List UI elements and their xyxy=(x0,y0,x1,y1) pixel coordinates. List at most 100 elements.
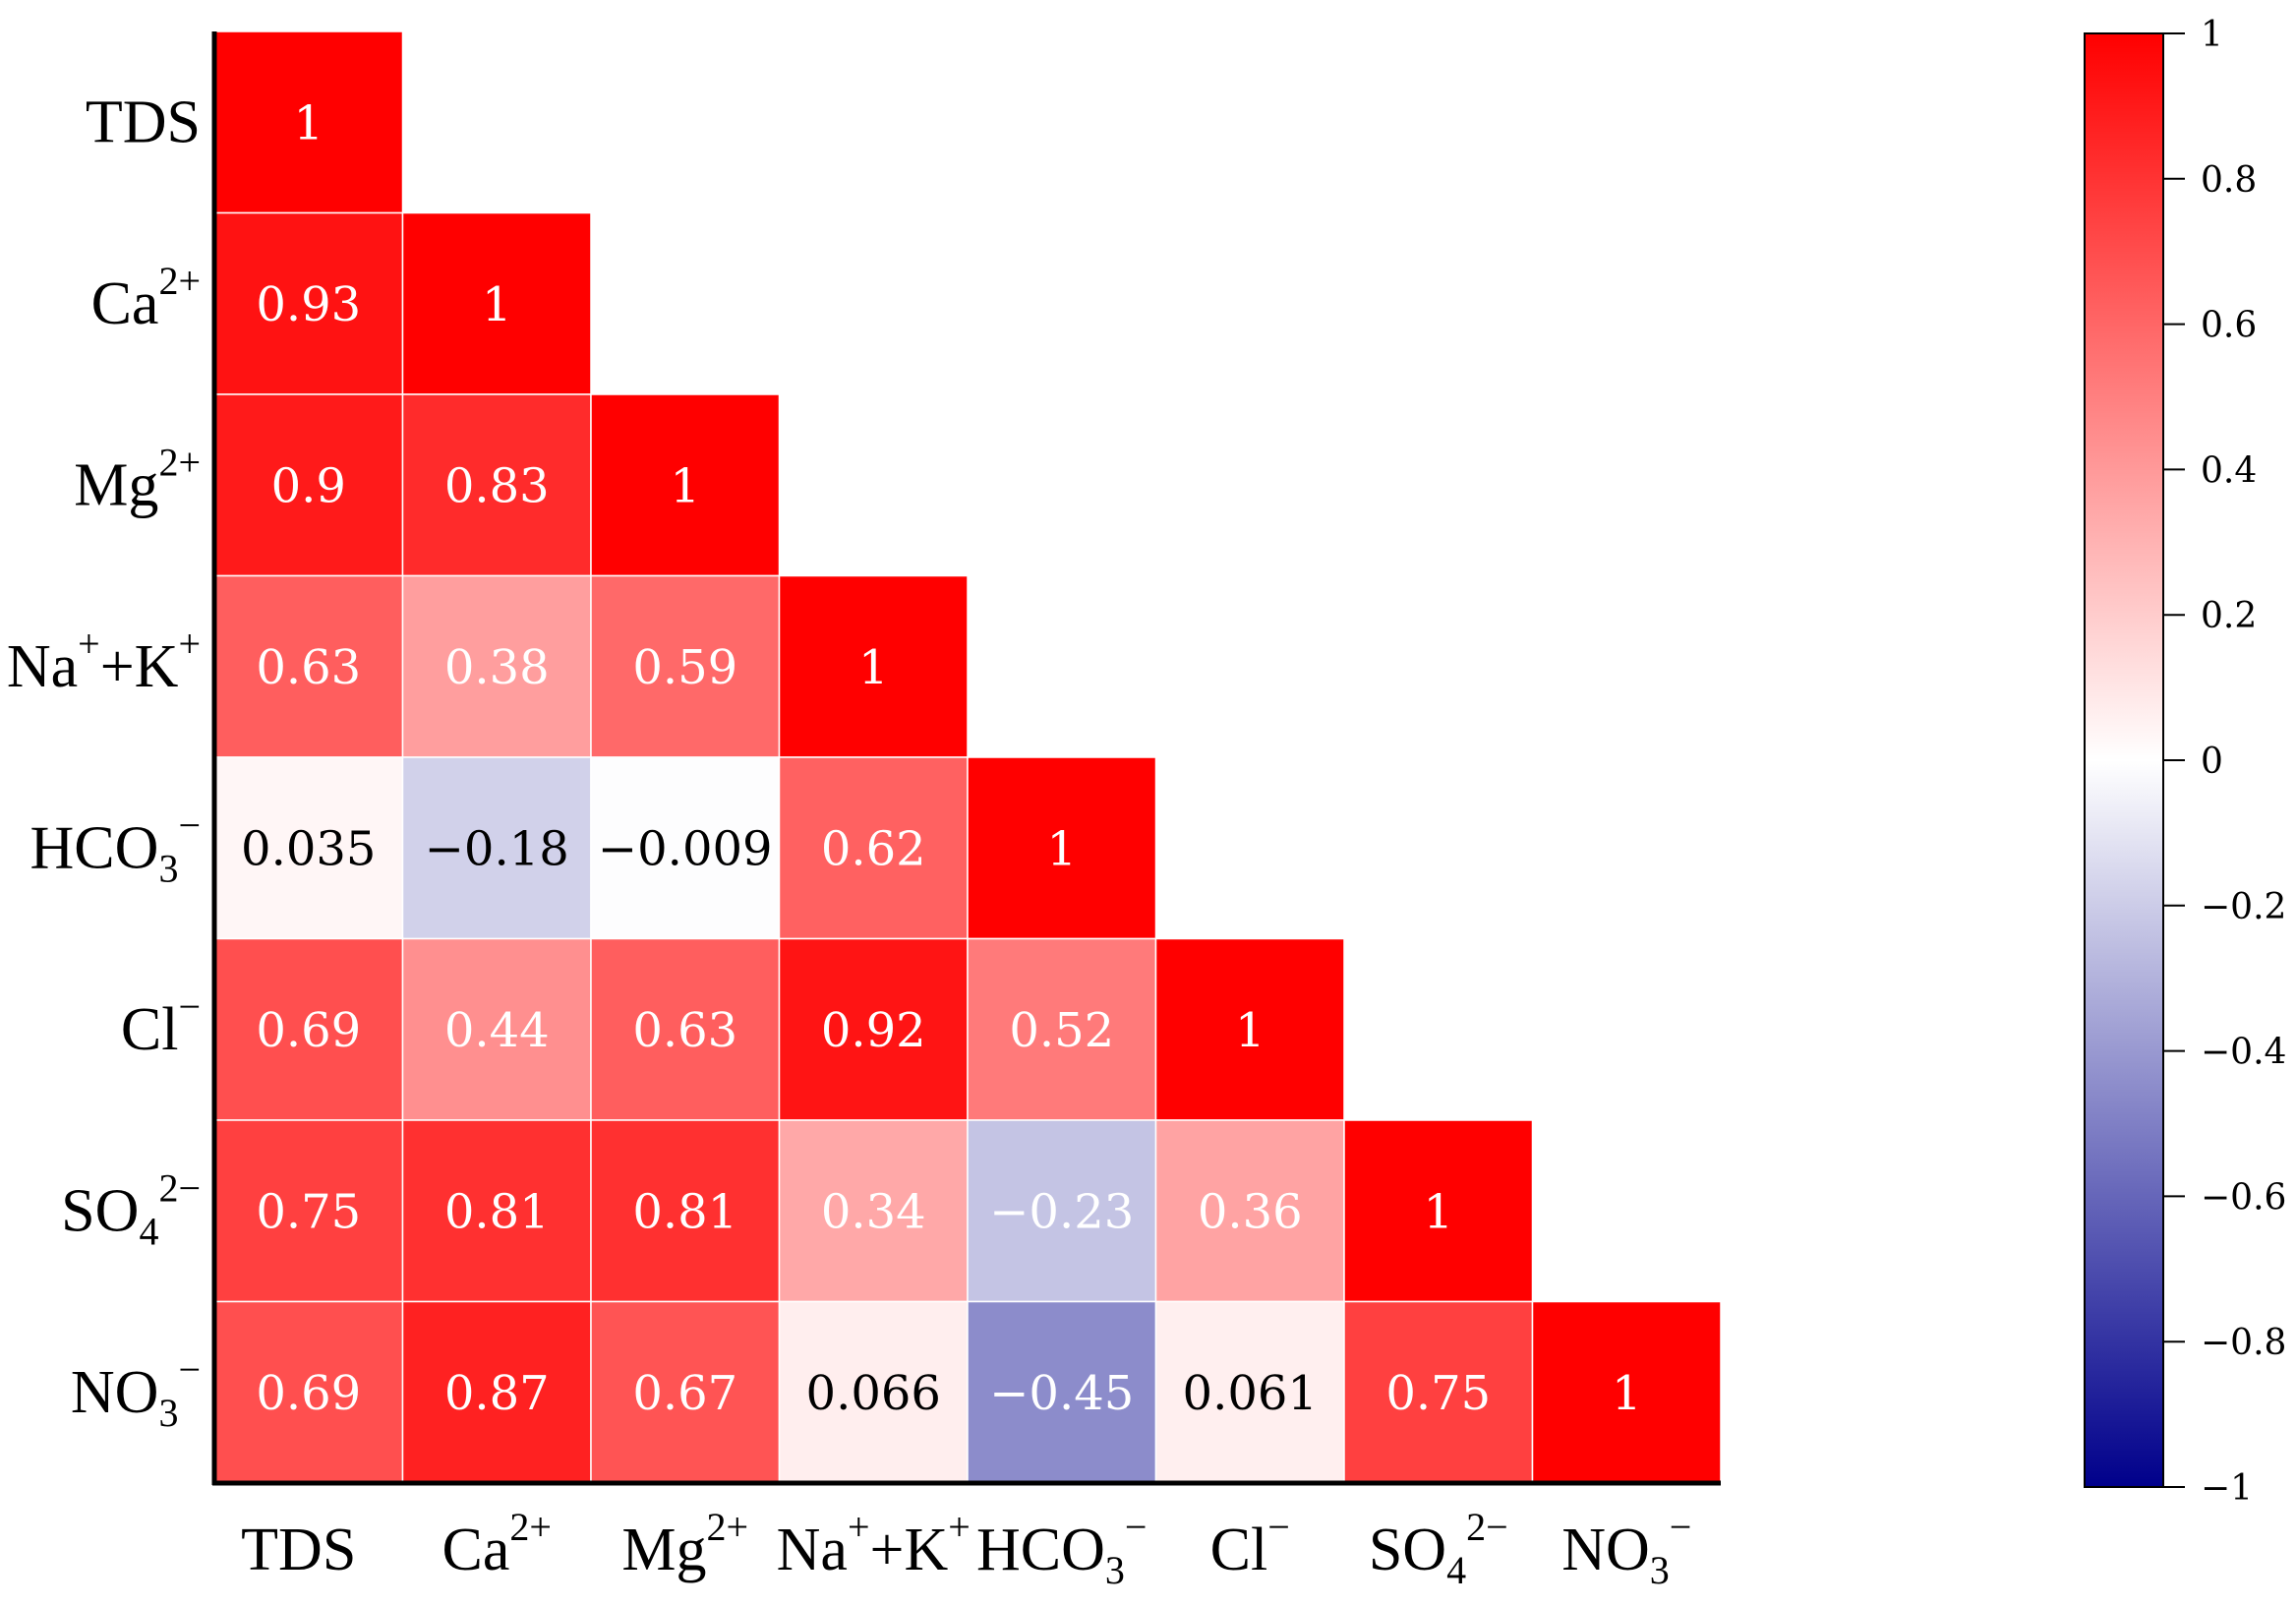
x-tick-label: Na++K+ xyxy=(777,1505,971,1583)
heatmap-cell xyxy=(967,937,1157,1121)
cell-value-label: 0.87 xyxy=(444,1366,550,1421)
cell-value-label: 1 xyxy=(1046,821,1077,876)
label-superscript: + xyxy=(78,622,100,666)
heatmap-cell xyxy=(213,393,404,577)
colorbar-gradient xyxy=(2084,32,2164,1488)
heatmap-axes xyxy=(211,31,1721,1486)
cell-value-label: 0.75 xyxy=(1385,1366,1491,1421)
cell-value-label: 0.52 xyxy=(1009,1003,1114,1058)
y-tick-label: SO42− xyxy=(61,1165,201,1253)
label-base: SO xyxy=(1369,1517,1446,1583)
label-base: Cl xyxy=(121,996,179,1063)
heatmap-cell xyxy=(213,1119,404,1303)
label-superscript: − xyxy=(1125,1505,1148,1549)
cell-value-label: 1 xyxy=(858,640,889,695)
label-superscript: 2− xyxy=(158,1165,201,1210)
heatmap-cell xyxy=(967,756,1157,940)
label-base: Mg xyxy=(621,1517,706,1583)
label-superscript: − xyxy=(1670,1505,1692,1549)
cell-value-label: 0.63 xyxy=(256,640,361,695)
y-tick-label: HCO3− xyxy=(30,803,201,890)
cell-value-label: 1 xyxy=(670,458,700,513)
cell-value-label: 0.67 xyxy=(632,1366,737,1421)
label-subscript: 4 xyxy=(1446,1548,1466,1592)
label-subscript: 3 xyxy=(1105,1548,1125,1592)
label-superscript: 2+ xyxy=(158,440,201,484)
colorbar-tick-label: −1 xyxy=(2201,1468,2253,1509)
label-superscript: − xyxy=(178,803,201,847)
heatmap-cell xyxy=(1154,937,1345,1121)
cell-value-label: 0.69 xyxy=(256,1003,361,1058)
colorbar-tick-label: 0 xyxy=(2201,742,2223,782)
label-base: SO xyxy=(61,1177,139,1244)
heatmap-cell xyxy=(401,393,592,577)
label-superscript: − xyxy=(178,1347,201,1392)
label-subscript: 4 xyxy=(139,1209,158,1253)
y-tick-label: NO3− xyxy=(71,1347,201,1435)
heatmap-cell xyxy=(401,756,592,940)
cell-value-label: 0.75 xyxy=(256,1184,361,1239)
heatmap-cell xyxy=(213,1300,404,1484)
label-superscript: 2+ xyxy=(509,1505,552,1549)
heatmap-cell xyxy=(213,211,404,395)
cell-value-label: −0.18 xyxy=(425,821,569,876)
x-tick-label: Cl− xyxy=(1210,1505,1290,1583)
cell-value-label: 0.83 xyxy=(444,458,550,513)
heatmap-cell xyxy=(1531,1300,1722,1484)
x-tick-label: NO3− xyxy=(1561,1505,1691,1592)
colorbar-tick-label: −0.2 xyxy=(2201,887,2286,927)
cell-value-label: −0.23 xyxy=(989,1184,1134,1239)
cell-value-label: 0.035 xyxy=(241,821,376,876)
label-base: Ca xyxy=(91,270,159,337)
cell-value-label: 1 xyxy=(1423,1184,1453,1239)
heatmap-cell xyxy=(778,1119,969,1303)
x-tick-label: Mg2+ xyxy=(621,1505,748,1583)
label-base: NO xyxy=(1561,1517,1650,1583)
label-base: Na xyxy=(777,1517,848,1583)
heatmap-cells xyxy=(213,30,1722,1484)
heatmap-cell xyxy=(590,393,781,577)
label-base: TDS xyxy=(241,1517,356,1583)
label-base: HCO xyxy=(30,814,159,881)
heatmap-cell xyxy=(778,574,969,758)
cell-value-label: 0.36 xyxy=(1198,1184,1303,1239)
heatmap-cell xyxy=(590,756,781,940)
x-tick-label: TDS xyxy=(241,1517,356,1583)
cell-value-label: 0.81 xyxy=(632,1184,737,1239)
colorbar-tick-label: 0.8 xyxy=(2201,160,2257,201)
y-tick-label: TDS xyxy=(86,89,201,155)
heatmap-cell xyxy=(401,574,592,758)
label-base: Cl xyxy=(1210,1517,1268,1583)
colorbar-tick-label: 0.6 xyxy=(2201,306,2257,346)
heatmap-cell xyxy=(1154,1119,1345,1303)
cell-value-label: 0.061 xyxy=(1183,1366,1318,1421)
heatmap-cell xyxy=(401,937,592,1121)
cell-value-label: 1 xyxy=(1612,1366,1642,1421)
heatmap-cell-labels: 1 0.93 1 0.9 0.83 1 0.63 0.38 0.59 1 0.035 −0.18 −0.… xyxy=(241,95,1641,1421)
label-superscript: 2+ xyxy=(707,1505,749,1549)
x-tick-label: Ca2+ xyxy=(442,1505,552,1583)
cell-value-label: −0.009 xyxy=(598,821,773,876)
cell-value-label: 0.69 xyxy=(256,1366,361,1421)
cell-value-label: 0.38 xyxy=(444,640,550,695)
cell-value-label: 0.59 xyxy=(632,640,737,695)
x-tick-label: HCO3− xyxy=(976,1505,1147,1592)
label-base: +K xyxy=(100,633,179,700)
cell-value-label: 0.066 xyxy=(806,1366,941,1421)
heatmap-cell xyxy=(1343,1300,1534,1484)
label-superscript: − xyxy=(1267,1505,1290,1549)
label-subscript: 3 xyxy=(1650,1548,1670,1592)
cell-value-label: 0.93 xyxy=(256,277,361,332)
heatmap-cell xyxy=(590,1300,781,1484)
y-tick-label: Ca2+ xyxy=(91,259,201,337)
label-base: TDS xyxy=(86,89,201,155)
y-tick-label: Na++K+ xyxy=(7,622,201,700)
colorbar-tick-label: 1 xyxy=(2201,15,2223,55)
label-base: Mg xyxy=(74,451,158,518)
colorbar-tick-label: −0.8 xyxy=(2201,1323,2286,1363)
y-axis-tick-labels: TDS Ca2+ Mg2+ Na++K+ HCO3− Cl − SO42− NO3− xyxy=(7,89,201,1435)
cell-value-label: 1 xyxy=(482,277,512,332)
label-superscript: + xyxy=(948,1505,971,1549)
heatmap-cell xyxy=(778,756,969,940)
heatmap-cell xyxy=(778,937,969,1121)
